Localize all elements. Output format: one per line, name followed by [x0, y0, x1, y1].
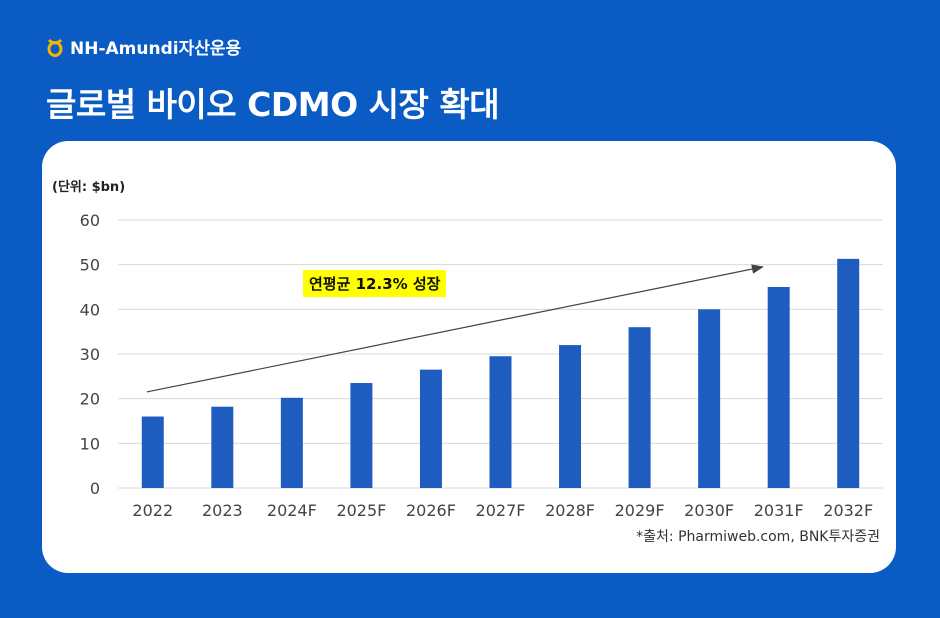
bar [837, 258, 860, 488]
source-note: *출처: Pharmiweb.com, BNK투자증권 [636, 529, 880, 545]
y-tick-label: 0 [90, 479, 100, 498]
x-tick-label: 2030F [684, 501, 734, 520]
x-tick-label: 2027F [476, 501, 526, 520]
x-tick-label: 2024F [267, 501, 317, 520]
x-tick-label: 2031F [754, 501, 804, 520]
x-tick-label: 2025F [336, 501, 386, 520]
page-title: 글로벌 바이오 CDMO 시장 확대 [46, 85, 500, 124]
brand-logo: NH-Amundi자산운용 [46, 34, 241, 59]
bar [280, 397, 303, 488]
y-tick-label: 20 [80, 390, 100, 409]
bar [211, 406, 234, 488]
y-tick-label: 50 [80, 256, 100, 275]
x-tick-label: 2029F [615, 501, 665, 520]
bar [628, 327, 651, 488]
brand-mark-icon [47, 38, 63, 57]
x-tick-label: 2028F [545, 501, 595, 520]
y-tick-label: 30 [80, 345, 100, 364]
bar [489, 356, 512, 488]
chart-card [42, 141, 896, 573]
x-tick-label: 2032F [823, 501, 873, 520]
y-tick-label: 60 [80, 211, 100, 230]
bar [698, 309, 721, 488]
bar [559, 345, 582, 488]
y-tick-label: 10 [80, 434, 100, 453]
bar [419, 369, 442, 488]
bar [141, 416, 164, 488]
cagr-callout: 연평균 12.3% 성장 [303, 270, 447, 297]
bar [350, 383, 373, 488]
x-tick-label: 2022 [132, 501, 173, 520]
unit-label: (단위: $bn) [52, 180, 126, 195]
trend-arrow [146, 264, 764, 393]
y-tick-label: 40 [80, 300, 100, 319]
x-tick-label: 2026F [406, 501, 456, 520]
bar [767, 287, 790, 488]
brand-name: NH-Amundi자산운용 [70, 39, 242, 59]
x-tick-label: 2023 [202, 501, 243, 520]
